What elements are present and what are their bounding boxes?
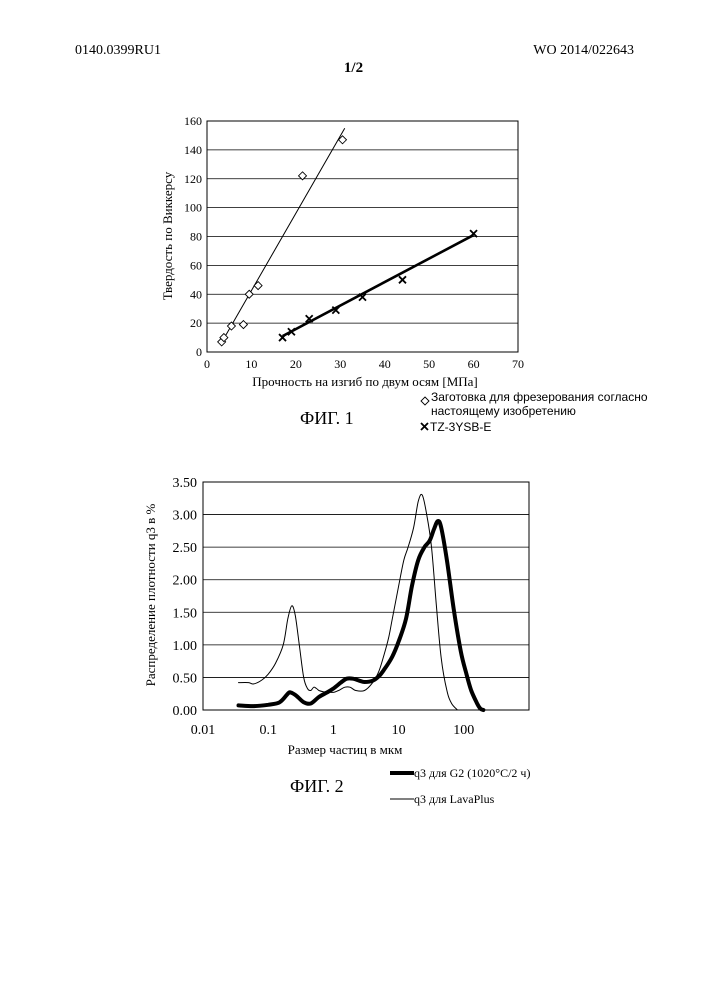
fig1-legend-series1-line1: Заготовка для фрезерования согласно bbox=[431, 390, 648, 404]
fig1-legend-series2: TZ-3YSB-E bbox=[430, 420, 491, 434]
fig1-data-points bbox=[218, 136, 477, 346]
fig2-gridlines bbox=[203, 482, 529, 710]
fig1-y-axis-label: Твердость по Виккерсу bbox=[160, 171, 175, 300]
fig2-x-tick-label: 0.1 bbox=[259, 723, 277, 738]
figures-canvas: 0 20 40 60 80 100 120 140 160 0 10 20 30 40 50 60 70 Тв… bbox=[0, 0, 707, 1000]
fig2-legend: q3 для G2 (1020°C/2 ч) q3 для LavaPlus bbox=[390, 766, 530, 806]
figure-2-chart: 0.00 0.50 1.00 1.50 2.00 2.50 3.00 3.50 0.01 0.1… bbox=[143, 476, 530, 806]
fig1-x-tick-label: 50 bbox=[423, 357, 435, 371]
fig2-y-tick-label: 3.50 bbox=[173, 476, 198, 491]
fig1-legend: Заготовка для фрезерования согласно наст… bbox=[421, 390, 648, 434]
fig2-y-tick-labels: 0.00 0.50 1.00 1.50 2.00 2.50 3.00 3.50 bbox=[173, 476, 198, 719]
fig1-x-tick-label: 0 bbox=[204, 357, 210, 371]
fig1-x-axis-label: Прочность на изгиб по двум осям [МПа] bbox=[252, 374, 477, 389]
fig1-point-diamond bbox=[245, 290, 253, 298]
fig1-x-tick-label: 10 bbox=[245, 357, 257, 371]
fig1-y-tick-label: 0 bbox=[196, 345, 202, 359]
fig1-y-tick-label: 60 bbox=[190, 258, 202, 272]
fig2-y-tick-label: 2.00 bbox=[173, 574, 198, 589]
fig2-series-line-1 bbox=[239, 521, 484, 710]
legend-diamond-icon bbox=[421, 397, 429, 405]
fig2-y-tick-label: 1.50 bbox=[173, 606, 198, 621]
figure-1-caption: ФИГ. 1 bbox=[300, 408, 354, 429]
fig1-y-tick-labels: 0 20 40 60 80 100 120 140 160 bbox=[184, 114, 202, 359]
fig1-legend-series1-line2: настоящему изобретению bbox=[431, 404, 576, 418]
fig1-y-tick-label: 20 bbox=[190, 316, 202, 330]
fig1-y-tick-label: 40 bbox=[190, 287, 202, 301]
legend-cross-icon bbox=[421, 423, 428, 430]
fig1-point-diamond bbox=[239, 321, 247, 329]
fig2-x-tick-labels: 0.01 0.1 1 10 100 bbox=[191, 723, 475, 738]
fig1-point-diamond bbox=[254, 282, 262, 290]
figure-1-chart: 0 20 40 60 80 100 120 140 160 0 10 20 30 40 50 60 70 Тв… bbox=[160, 114, 648, 434]
fig2-y-tick-label: 3.00 bbox=[173, 509, 198, 524]
fig2-x-tick-label: 1 bbox=[330, 723, 337, 738]
figure-2-caption: ФИГ. 2 bbox=[290, 776, 344, 797]
fig2-y-tick-label: 2.50 bbox=[173, 541, 198, 556]
fig2-y-axis-label: Распределение плотности q3 в % bbox=[143, 503, 158, 686]
fig2-x-axis-label: Размер частиц в мкм bbox=[288, 742, 403, 757]
fig1-x-tick-label: 70 bbox=[512, 357, 524, 371]
fig1-x-tick-label: 40 bbox=[379, 357, 391, 371]
fig1-point-cross bbox=[399, 276, 406, 283]
fig1-y-tick-label: 80 bbox=[190, 230, 202, 244]
fig2-x-tick-label: 0.01 bbox=[191, 723, 216, 738]
fig2-y-tick-label: 0.00 bbox=[173, 704, 198, 719]
fig1-y-tick-label: 160 bbox=[184, 114, 202, 128]
fig2-x-tick-label: 100 bbox=[453, 723, 474, 738]
fig2-x-tick-label: 10 bbox=[392, 723, 406, 738]
fig2-legend-series2: q3 для LavaPlus bbox=[414, 792, 495, 806]
fig1-y-tick-label: 140 bbox=[184, 143, 202, 157]
fig2-y-tick-label: 1.00 bbox=[173, 639, 198, 654]
fig1-y-tick-label: 100 bbox=[184, 201, 202, 215]
fig1-x-tick-label: 60 bbox=[468, 357, 480, 371]
fig2-legend-series1: q3 для G2 (1020°C/2 ч) bbox=[414, 766, 530, 780]
fig2-plot-frame bbox=[203, 482, 529, 710]
fig1-x-tick-label: 20 bbox=[290, 357, 302, 371]
fig1-x-tick-labels: 0 10 20 30 40 50 60 70 bbox=[204, 357, 524, 371]
fig1-y-tick-label: 120 bbox=[184, 172, 202, 186]
fig1-x-tick-label: 30 bbox=[334, 357, 346, 371]
fig2-y-tick-label: 0.50 bbox=[173, 671, 198, 686]
